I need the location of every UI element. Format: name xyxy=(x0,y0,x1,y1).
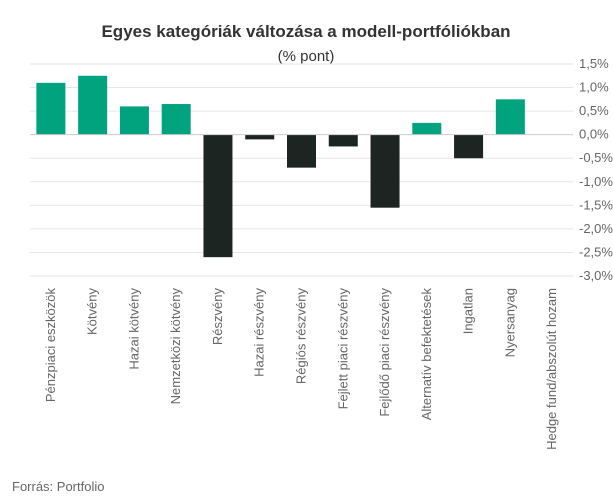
bar xyxy=(495,99,525,135)
y-tick-label: -2,0% xyxy=(579,221,613,236)
x-category-label: Nyersanyag xyxy=(502,288,517,357)
x-axis-labels: Pénzpiaci eszközök Kötvény Hazai kötvény Ne… xyxy=(43,288,559,450)
bar xyxy=(245,134,275,140)
bars xyxy=(36,75,525,258)
x-category-label: Alternatív befektetések xyxy=(419,288,434,421)
y-tick-label: 0,5% xyxy=(579,103,609,118)
chart-title: Egyes kategóriák változása a modell-port… xyxy=(101,22,510,41)
y-tick-label: 0,0% xyxy=(579,127,609,142)
source-note: Forrás: Portfolio xyxy=(12,479,104,494)
y-tick-label: -2,5% xyxy=(579,244,613,259)
bar xyxy=(36,82,66,135)
x-category-label: Ingatlan xyxy=(461,288,476,334)
x-category-label: Hazai részvény xyxy=(252,288,267,377)
y-tick-label: 1,5% xyxy=(579,56,609,71)
x-category-label: Részvény xyxy=(210,288,225,346)
bar xyxy=(287,134,316,168)
x-category-label: Pénzpiaci eszközök xyxy=(43,288,58,403)
bar xyxy=(328,134,358,147)
bar xyxy=(78,75,108,135)
x-category-label: Hazai kötvény xyxy=(126,288,141,370)
x-category-label: Fejlett piaci részvény xyxy=(335,288,350,410)
bar xyxy=(412,122,442,135)
bar xyxy=(161,104,191,135)
x-category-label: Kötvény xyxy=(85,288,100,335)
bar xyxy=(370,134,400,208)
chart-subtitle: (% pont) xyxy=(278,48,335,65)
y-tick-label: -3,0% xyxy=(579,268,613,283)
x-category-label: Régiós részvény xyxy=(294,288,309,385)
y-tick-label: -0,5% xyxy=(579,150,613,165)
x-category-label: Hedge fund/abszolút hozam xyxy=(544,288,559,450)
bar xyxy=(119,106,149,135)
x-category-label: Fejlődő piaci részvény xyxy=(377,288,392,417)
y-tick-label: 1,0% xyxy=(579,80,609,95)
y-tick-label: -1,0% xyxy=(579,174,613,189)
y-tick-label: -1,5% xyxy=(579,197,613,212)
bar xyxy=(203,134,233,258)
y-axis-ticks: 1,5% 1,0% 0,5% 0,0% -0,5% -1,0% -1,5% -2,0% -2,5… xyxy=(579,56,613,283)
x-category-label: Nemzetközi kötvény xyxy=(168,288,183,405)
bar xyxy=(454,134,484,159)
gridlines xyxy=(30,63,573,277)
